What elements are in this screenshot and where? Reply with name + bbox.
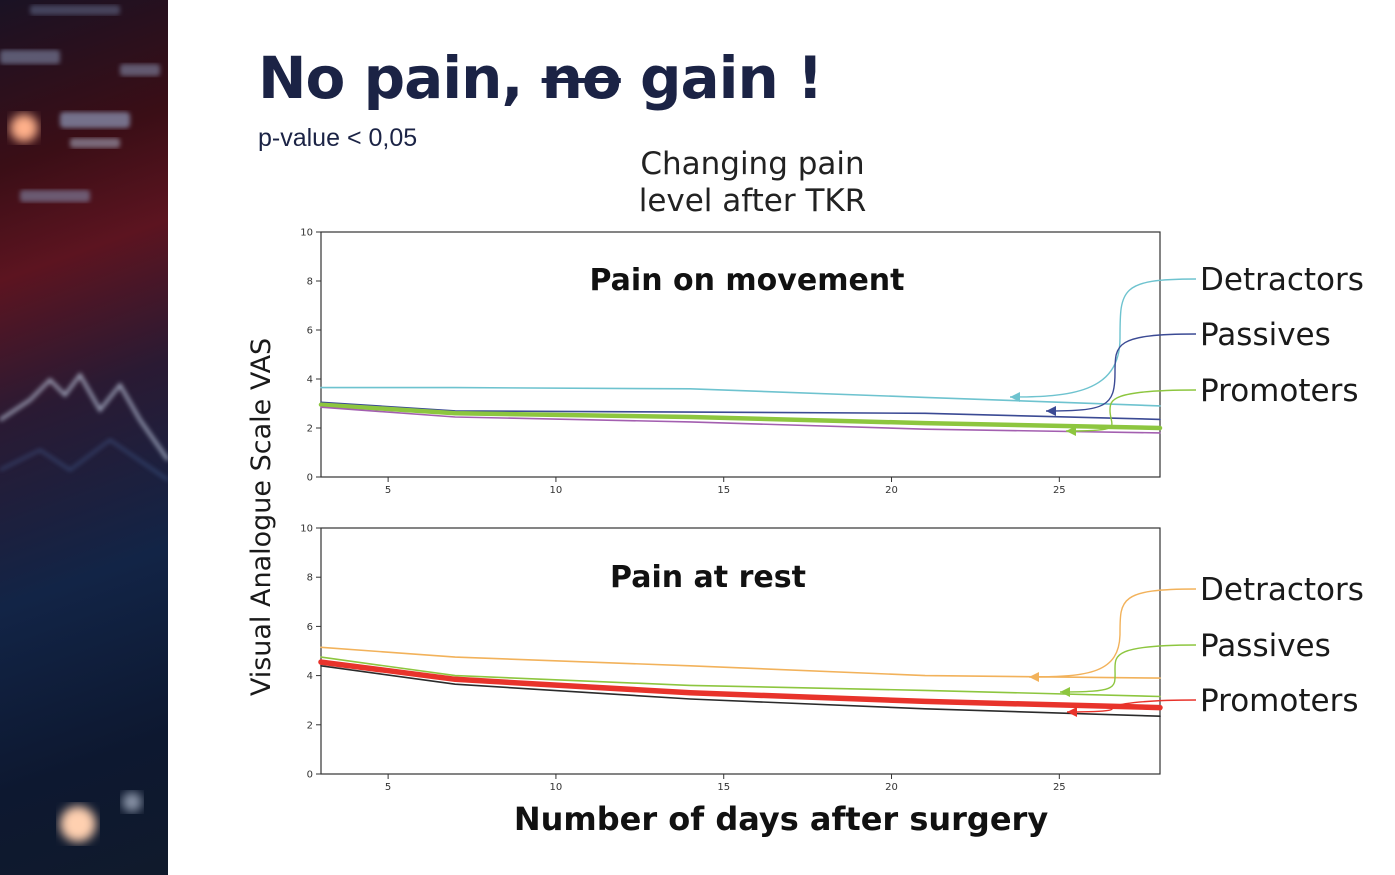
y-tick-label: 6 <box>307 622 313 633</box>
legend-arrowhead <box>1067 707 1077 717</box>
series-line-detractors <box>320 386 1161 407</box>
legend-arrowhead <box>1066 426 1076 436</box>
x-tick-label: 5 <box>385 782 391 793</box>
legend-label: Detractors <box>1200 262 1364 298</box>
series-line-passives <box>320 656 1161 698</box>
legend-label: Passives <box>1200 317 1331 353</box>
slide-title-prefix: No pain, <box>258 44 542 112</box>
slide-title-struck-word: no <box>541 44 622 112</box>
legend-label: Detractors <box>1200 572 1364 608</box>
y-tick-label: 8 <box>307 573 313 584</box>
legend-connector <box>1059 644 1197 693</box>
legend-label: Promoters <box>1200 683 1358 719</box>
slide-title-suffix: gain ! <box>620 44 823 112</box>
blurred-stock-chart-decoration <box>0 5 168 842</box>
legend-arrowhead <box>1060 687 1070 697</box>
legend-arrowhead <box>1029 672 1039 682</box>
y-tick-label: 0 <box>307 473 313 484</box>
series-line-passives <box>320 401 1161 421</box>
x-tick-label: 25 <box>1053 782 1066 793</box>
y-tick-label: 2 <box>307 424 313 435</box>
legend-connector <box>1045 333 1197 412</box>
x-tick-label: 10 <box>550 485 563 496</box>
y-tick-label: 6 <box>307 326 313 337</box>
x-axis-label: Number of days after surgery <box>514 800 1048 838</box>
series-line-detractors <box>320 646 1161 679</box>
y-tick-label: 10 <box>300 524 313 535</box>
x-tick-label: 20 <box>885 782 898 793</box>
legend-connector <box>1009 278 1197 398</box>
series-line-extra <box>320 664 1161 718</box>
series-line-extra <box>320 406 1161 434</box>
series-line-promoters <box>318 659 1163 711</box>
chart-pain-on-movement: 0 2 4 6 8 10 5 10 15 20 25 Pain on movement Detracto… <box>300 228 1364 497</box>
chart-pain-at-rest: 0 2 4 6 8 10 5 10 15 20 25 Pain at rest Detractors Pa… <box>300 524 1364 794</box>
legend-arrowhead <box>1010 392 1020 402</box>
x-tick-label: 15 <box>717 782 730 793</box>
y-tick-label: 0 <box>307 770 313 781</box>
legend-connector <box>1028 588 1197 678</box>
chart-heading-line2: level after TKR <box>638 183 867 219</box>
legend-connector <box>1065 389 1197 432</box>
legend-arrowhead <box>1046 406 1056 416</box>
y-tick-label: 8 <box>307 277 313 288</box>
series-line-promoters <box>318 402 1163 431</box>
x-tick-label: 20 <box>885 485 898 496</box>
y-tick-label: 4 <box>307 375 313 386</box>
chart-heading: Changing pain level after TKR <box>610 146 895 220</box>
panel-title: Pain at rest <box>610 560 806 595</box>
legend-label: Promoters <box>1200 373 1358 409</box>
background-image-strip <box>0 0 168 875</box>
x-tick-label: 5 <box>385 485 391 496</box>
y-tick-label: 2 <box>307 720 313 731</box>
plot-frame <box>320 527 1161 775</box>
y-tick-label: 10 <box>300 228 313 239</box>
y-axis-label: Visual Analogue Scale VAS <box>246 338 277 696</box>
y-tick-label: 4 <box>307 671 313 682</box>
slide-title: No pain, no gain ! <box>258 44 823 112</box>
panel-title: Pain on movement <box>590 263 905 298</box>
x-tick-label: 25 <box>1053 485 1066 496</box>
x-tick-label: 10 <box>550 782 563 793</box>
chart-heading-line1: Changing pain <box>640 146 865 182</box>
legend-label: Passives <box>1200 628 1331 664</box>
x-tick-label: 15 <box>717 485 730 496</box>
plot-frame <box>320 231 1161 478</box>
p-value-note: p-value < 0,05 <box>258 124 418 152</box>
legend-connector <box>1066 699 1197 713</box>
